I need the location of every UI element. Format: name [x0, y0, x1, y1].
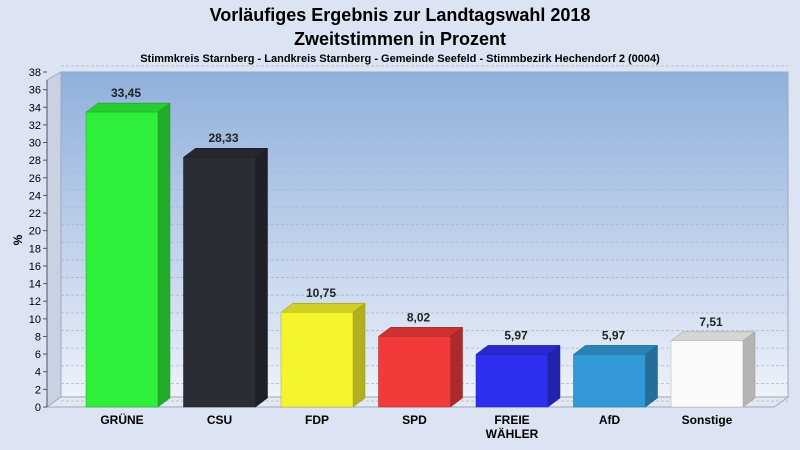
x-tick-label: AfD — [599, 413, 621, 427]
data-label: 33,45 — [111, 86, 141, 100]
bar — [670, 340, 744, 408]
y-tick-label: 10 — [29, 314, 41, 326]
bar-side — [255, 147, 268, 408]
data-label: 5,97 — [504, 328, 528, 342]
x-tick-label: WÄHLER — [486, 426, 539, 441]
y-tick-label: 36 — [29, 85, 41, 97]
bar-side — [157, 102, 171, 408]
bar-top — [182, 147, 269, 158]
bar-side — [547, 344, 561, 408]
bar-side — [742, 331, 756, 408]
y-tick-label: 18 — [29, 243, 41, 255]
y-tick-label: 12 — [29, 296, 41, 308]
bar — [183, 156, 256, 408]
data-label: 7,51 — [699, 315, 723, 329]
x-tick-label: FREIE — [494, 413, 529, 427]
bar-top — [280, 302, 366, 313]
data-label: 8,02 — [407, 310, 431, 324]
y-tick-label: 0 — [35, 402, 41, 414]
bar — [573, 354, 646, 408]
bar-side — [352, 302, 366, 408]
bar — [475, 354, 549, 408]
plot-left-wall — [46, 71, 62, 408]
y-tick-label: 4 — [35, 367, 41, 379]
data-label: 10,75 — [306, 286, 336, 300]
bar-top — [670, 331, 756, 342]
bar — [280, 311, 354, 408]
x-tick-label: FDP — [305, 413, 329, 427]
y-tick-label: 24 — [29, 190, 41, 202]
y-tick-label: 2 — [35, 384, 41, 396]
y-tick-label: 28 — [29, 155, 41, 167]
data-label: 28,33 — [208, 131, 238, 145]
x-tick-label: Sonstige — [682, 413, 733, 427]
chart-subtitle: Stimmkreis Starnberg - Landkreis Starnbe… — [140, 53, 660, 65]
x-tick-label: CSU — [207, 413, 232, 427]
y-tick-label: 26 — [29, 173, 41, 185]
y-tick-label: 6 — [35, 349, 41, 361]
bar-side — [450, 326, 463, 408]
y-tick-label: 30 — [29, 138, 41, 150]
bar-side — [645, 344, 658, 408]
bar-top — [475, 345, 561, 355]
y-tick-label: 22 — [29, 208, 41, 220]
chart-title-line-2: Zweitstimmen in Prozent — [293, 29, 507, 49]
x-tick-label: GRÜNE — [100, 412, 143, 427]
bar — [378, 336, 451, 408]
x-tick-label: SPD — [402, 413, 427, 427]
y-axis-label: % — [11, 234, 25, 245]
bar-top — [377, 327, 464, 337]
bar-top — [85, 102, 171, 113]
y-tick-label: 32 — [29, 120, 41, 132]
y-tick-label: 14 — [29, 279, 41, 291]
y-tick-label: 8 — [35, 331, 41, 343]
data-label: 5,97 — [602, 328, 626, 342]
y-tick-label: 34 — [29, 102, 41, 114]
y-tick-label: 20 — [29, 226, 41, 238]
chart-title: Vorläufiges Ergebnis zur Landtagswahl 20… — [209, 5, 591, 25]
y-tick-label: 16 — [29, 261, 41, 273]
bar — [85, 111, 159, 408]
y-tick-label: 38 — [29, 67, 41, 79]
bar-top — [572, 345, 659, 355]
